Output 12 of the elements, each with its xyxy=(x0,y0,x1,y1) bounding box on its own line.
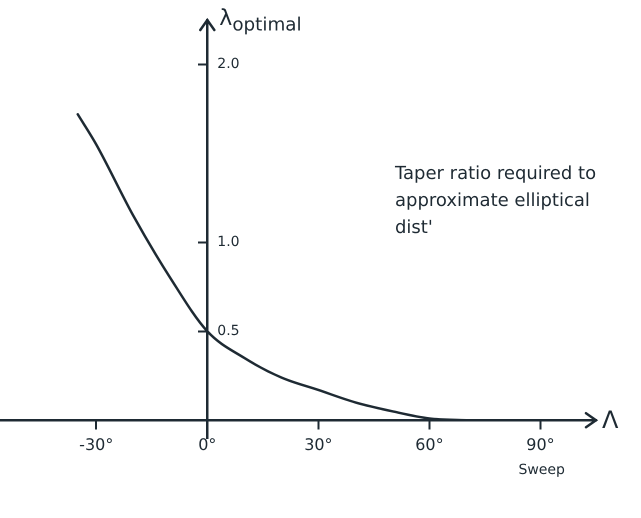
x-tick-label: 60° xyxy=(415,434,444,454)
y-tick-label: 2.0 xyxy=(217,56,240,72)
y-axis-title: λ$_{optimal}$ xyxy=(219,6,302,36)
x-tick-label: 30° xyxy=(304,434,333,454)
x-tick-label: 90° xyxy=(526,434,555,454)
x-tick-label: -30° xyxy=(79,434,114,454)
annotation: Taper ratio required to approximate elliptical dist' xyxy=(395,162,598,240)
x-axis-title: Λ xyxy=(602,406,618,434)
y-tick-label: 0.5 xyxy=(217,322,240,339)
x-tick-label: 0° xyxy=(198,434,216,454)
y-tick-label: 1.0 xyxy=(217,234,240,250)
text: Sweep xyxy=(518,462,565,478)
